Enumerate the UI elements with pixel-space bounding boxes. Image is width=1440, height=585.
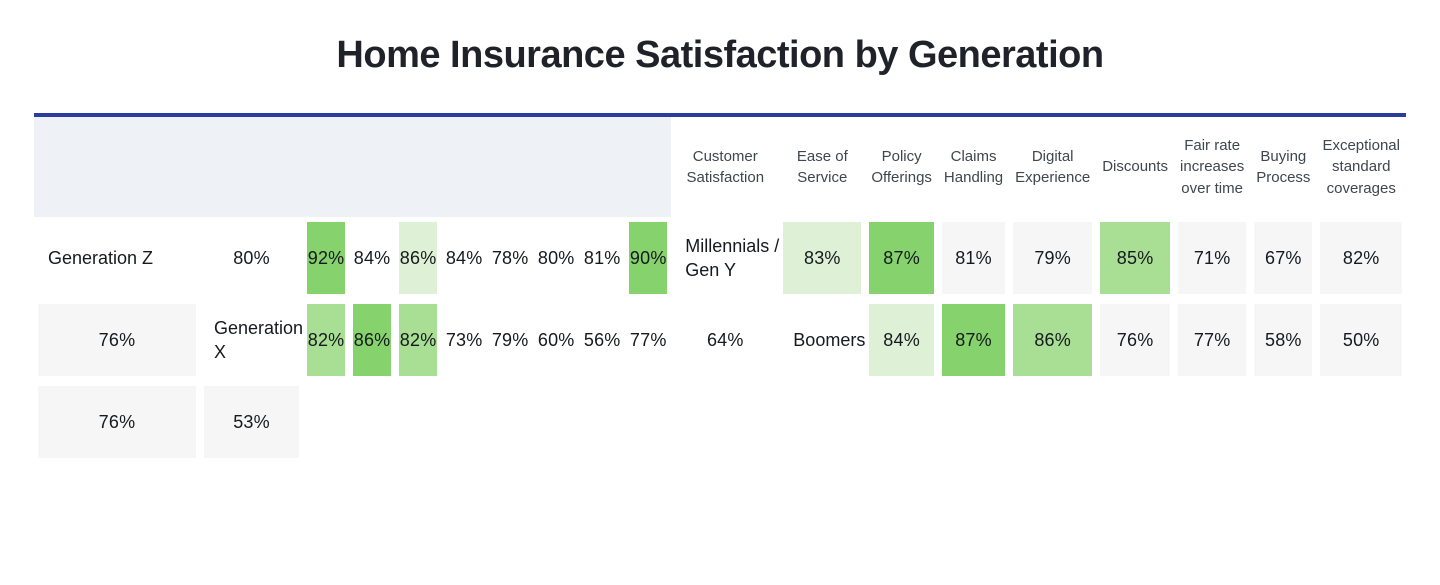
page-title: Home Insurance Satisfaction by Generatio… [336,34,1104,76]
heatmap-cell: 86% [1013,304,1093,376]
heatmap-cell: 81% [941,222,1006,294]
heatmap-cell: 86% [399,222,438,294]
heatmap-cell: 84% [445,222,484,294]
heatmap-cell: 73% [445,304,484,376]
heatmap-cell: 64% [675,304,776,376]
column-header-ease-of-service: Ease of Service [796,147,848,186]
heatmap-cell: 84% [869,304,934,376]
column-header-buying-process: Buying Process [1256,147,1311,186]
heatmap-cell: 50% [1320,304,1402,376]
table-header-background [34,117,672,217]
heatmap-cell: 86% [353,304,392,376]
heatmap-cell: 56% [583,304,622,376]
heatmap-cell: 80% [537,222,576,294]
heatmap-cell: 60% [537,304,576,376]
heatmap-cell: 77% [1178,304,1247,376]
heatmap-cell: 67% [1254,222,1313,294]
heatmap-cell: 85% [1100,222,1171,294]
heatmap-cell: 79% [491,304,530,376]
column-header-exceptional-standard-coverages: Exceptional standard coverages [1322,137,1400,197]
heatmap-cell: 80% [204,222,300,294]
heatmap-cell: 71% [1178,222,1247,294]
heatmap-cell: 76% [1100,304,1171,376]
accent-rule [34,113,1406,117]
column-header-empty [34,117,200,217]
column-header-digital-experience: Digital Experience [1015,147,1091,186]
column-header-discounts: Discounts [1102,158,1169,176]
heatmap-cell: 82% [399,304,438,376]
heatmap-cell: 53% [204,386,300,458]
heatmap-cell: 78% [491,222,530,294]
heatmap-cell: 76% [38,386,196,458]
column-header-customer-satisfaction: Customer Satisfaction [686,147,765,186]
heatmap-cell: 76% [38,304,196,376]
heatmap-cell: 87% [869,222,934,294]
heatmap-cell: 81% [583,222,622,294]
row-header-millennials-gen-y: Millennials / Gen Y [671,217,780,299]
heatmap-cell: 90% [629,222,668,294]
column-header-claims-handling: Claims Handling [943,147,1004,186]
column-header-policy-offerings: Policy Offerings [871,147,932,186]
row-header-generation-x: Generation X [200,299,304,381]
row-header-boomers: Boomers [779,299,866,381]
heatmap-cell: 58% [1254,304,1313,376]
heatmap-cell: 82% [1320,222,1402,294]
heatmap-cell: 82% [307,304,346,376]
chart-card: Home Insurance Satisfaction by Generatio… [0,34,1440,545]
satisfaction-heatmap-table: Customer Satisfaction Ease of Service Po… [34,117,1406,545]
heatmap-cell: 87% [941,304,1006,376]
heatmap-cell: 83% [783,222,862,294]
heatmap-cell: 77% [629,304,668,376]
heatmap-cell: 79% [1013,222,1093,294]
heatmap-cell: 84% [353,222,392,294]
row-header-generation-z: Generation Z [34,217,200,299]
column-header-fair-rate-increases: Fair rate increases over time [1180,137,1245,197]
heatmap-cell: 92% [307,222,346,294]
